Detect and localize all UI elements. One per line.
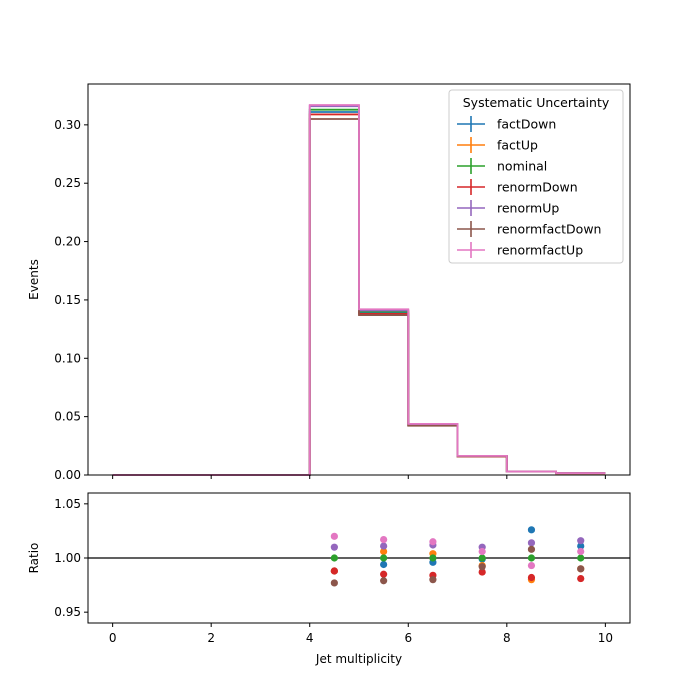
ratio-y-tick-label: 1.00 <box>54 551 81 565</box>
y-tick-label: 0.15 <box>54 293 81 307</box>
x-tick-label: 8 <box>503 631 511 645</box>
ratio-point-nominal <box>478 554 486 562</box>
y-tick-label: 0.00 <box>54 468 81 482</box>
ratio-y-tick-label: 1.05 <box>54 497 81 511</box>
x-tick-label: 10 <box>598 631 613 645</box>
ratio-point-renormfactUp <box>478 547 486 556</box>
ratio-point-nominal <box>380 554 388 562</box>
y-tick-label: 0.05 <box>54 410 81 424</box>
ratio-panel: 0.95 1.00 1.05 0 2 4 6 8 10 Ratio Jet multiplicity <box>27 492 631 666</box>
ratio-point-renormfactDown <box>527 545 536 553</box>
ratio-point-renormfactDown <box>330 579 338 587</box>
ratio-point-renormUp <box>330 543 338 551</box>
main-histogram-panel: 0.00 0.05 0.10 0.15 0.20 0.25 0.30 Events <box>27 83 631 482</box>
y-tick-label: 0.25 <box>54 176 81 190</box>
ratio-point-renormfactUp <box>577 547 585 556</box>
legend: Systematic Uncertainty factDown factUp nomi… <box>448 89 624 264</box>
ratio-point-renormDown <box>380 570 388 578</box>
x-axis-title: Jet multiplicity <box>315 652 402 666</box>
ratio-point-renormfactDown <box>478 563 486 571</box>
ratio-point-nominal <box>429 554 437 562</box>
legend-entry-label: factDown <box>497 117 556 132</box>
ratio-point-renormfactUp <box>330 532 338 540</box>
ratio-point-factDown <box>577 542 585 550</box>
ratio-point-factDown <box>380 560 388 569</box>
top-plot-frame <box>87 83 631 476</box>
y-axis-title: Events <box>27 259 41 300</box>
y-tick-label: 0.10 <box>54 351 81 365</box>
x-tick-label: 6 <box>404 631 412 645</box>
legend-entry-label: renormfactDown <box>497 222 601 237</box>
legend-title: Systematic Uncertainty <box>463 95 610 110</box>
ratio-point-renormfactDown <box>429 576 437 584</box>
x-tick-label: 0 <box>109 631 117 645</box>
ratio-point-renormUp <box>527 539 536 547</box>
ratio-point-renormDown <box>577 574 585 583</box>
ratio-y-tick-label: 0.95 <box>54 605 81 619</box>
ratio-point-renormfactUp <box>429 538 437 546</box>
legend-entry-label: renormfactUp <box>497 243 583 258</box>
x-tick-label: 4 <box>306 631 314 645</box>
ratio-point-renormDown <box>527 573 536 582</box>
ratio-point-renormfactDown <box>380 577 388 585</box>
y-tick-label: 0.30 <box>54 118 81 132</box>
ratio-point-renormfactDown <box>577 565 585 573</box>
ratio-point-factDown <box>527 526 536 534</box>
ratio-point-nominal <box>577 554 585 562</box>
ratio-point-renormfactUp <box>380 535 388 544</box>
ratio-point-nominal <box>330 554 338 562</box>
ratio-point-renormUp <box>577 537 585 545</box>
x-tick-label: 2 <box>207 631 215 645</box>
legend-box <box>448 89 624 264</box>
ratio-y-axis-title: Ratio <box>27 543 41 574</box>
ratio-point-renormDown <box>330 567 338 575</box>
ratio-point-renormUp <box>380 542 388 550</box>
ratio-point-renormDown <box>478 568 486 576</box>
ratio-point-nominal <box>527 554 536 562</box>
legend-entry-label: renormDown <box>497 180 578 195</box>
ratio-point-factUp <box>380 547 388 556</box>
legend-entry-label: factUp <box>497 138 538 153</box>
y-tick-label: 0.20 <box>54 235 81 249</box>
ratio-point-renormfactUp <box>527 561 536 570</box>
legend-entry-label: renormUp <box>497 201 559 216</box>
legend-entry-label: nominal <box>497 159 547 174</box>
